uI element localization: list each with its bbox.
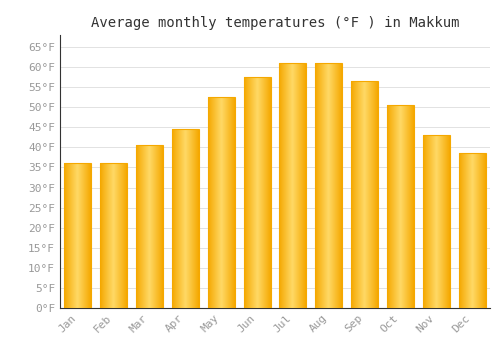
Bar — [387, 105, 414, 308]
Bar — [100, 163, 127, 308]
Bar — [172, 130, 199, 308]
Bar — [280, 63, 306, 308]
Bar — [351, 81, 378, 308]
Bar — [208, 97, 234, 308]
Bar — [423, 135, 450, 308]
Bar — [316, 63, 342, 308]
Bar — [244, 77, 270, 308]
Bar — [458, 153, 485, 308]
Bar — [136, 145, 163, 308]
Title: Average monthly temperatures (°F ) in Makkum: Average monthly temperatures (°F ) in Ma… — [91, 16, 459, 30]
Bar — [64, 163, 92, 308]
